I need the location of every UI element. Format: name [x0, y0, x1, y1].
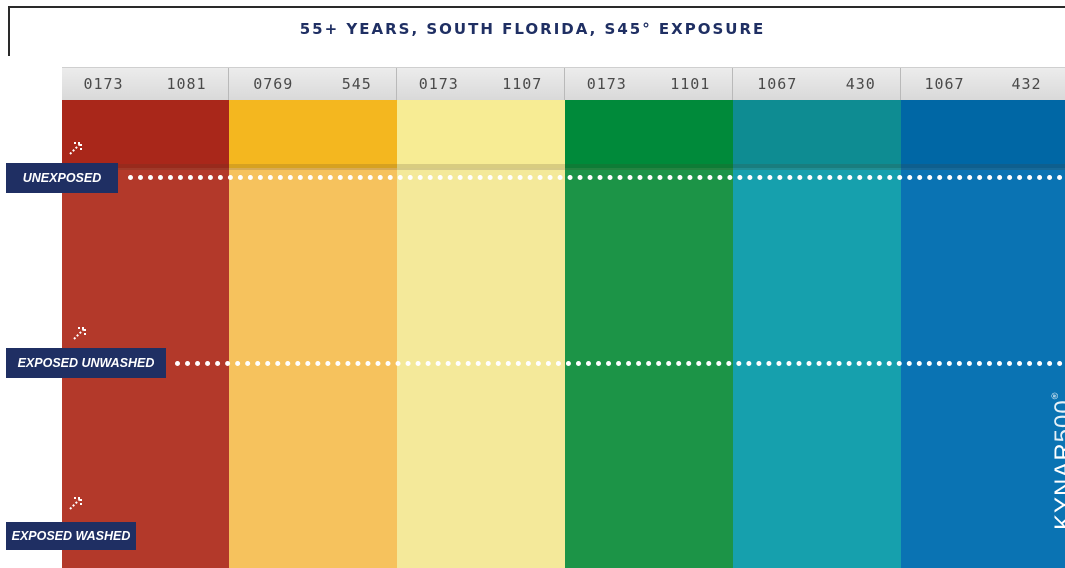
- swatch-band-unexposed: [901, 100, 1065, 168]
- page-title: 55+ YEARS, SOUTH FLORIDA, S45° EXPOSURE: [0, 20, 1065, 38]
- arrow-marker-icon: [68, 140, 84, 156]
- logo-wordmark: KYNAR500®: [1050, 390, 1065, 530]
- swatch-band-unexposed: [565, 100, 733, 168]
- exposed-unwashed-dotted-line: [175, 361, 1063, 366]
- color-code: 545: [342, 75, 372, 93]
- swatch-band-unexposed: [733, 100, 901, 168]
- swatch-teal: [733, 100, 901, 568]
- arrow-marker-icon: [68, 495, 84, 511]
- code-cell: 1067 432: [901, 68, 1065, 100]
- color-code: 430: [846, 75, 876, 93]
- code-cell: 0173 1101: [565, 68, 733, 100]
- swatch-edge: [733, 164, 901, 170]
- swatch-band-unexposed: [62, 100, 229, 168]
- swatch-green: [565, 100, 733, 568]
- swatch-pale-yellow: [397, 100, 565, 568]
- color-code: 0173: [83, 75, 123, 93]
- code-cell: 0173 1107: [397, 68, 565, 100]
- swatch-band-unexposed: [229, 100, 397, 168]
- code-cell: 0173 1081: [62, 68, 229, 100]
- swatch-band-unexposed: [397, 100, 565, 168]
- color-code: 0173: [419, 75, 459, 93]
- color-code: 0173: [587, 75, 627, 93]
- unexposed-label: UNEXPOSED: [6, 163, 118, 193]
- exposed-washed-label: EXPOSED WASHED: [6, 522, 136, 550]
- swatch-blue: [901, 100, 1065, 568]
- color-code: 1067: [924, 75, 964, 93]
- color-code: 1081: [166, 75, 206, 93]
- logo-suffix: 500: [1050, 399, 1065, 442]
- color-code: 1067: [757, 75, 797, 93]
- swatch-yellow-orange: [229, 100, 397, 568]
- color-code: 432: [1011, 75, 1041, 93]
- color-code: 1107: [502, 75, 542, 93]
- swatch-edge: [229, 164, 397, 170]
- swatch-edge: [397, 164, 565, 170]
- logo-brand: KYNAR: [1050, 442, 1065, 530]
- swatch-edge: [901, 164, 1065, 170]
- swatch-edge: [565, 164, 733, 170]
- code-cell: 1067 430: [733, 68, 901, 100]
- color-code-bar: 0173 1081 0769 545 0173 1107 0173 1101 1…: [62, 67, 1065, 101]
- exposed-unwashed-label: EXPOSED UNWASHED: [6, 348, 166, 378]
- arrow-marker-icon: [72, 325, 88, 341]
- color-code: 0769: [253, 75, 293, 93]
- unexposed-dotted-line: [128, 175, 1063, 180]
- frame-top-line: [8, 6, 1065, 8]
- color-code: 1101: [670, 75, 710, 93]
- code-cell: 0769 545: [229, 68, 397, 100]
